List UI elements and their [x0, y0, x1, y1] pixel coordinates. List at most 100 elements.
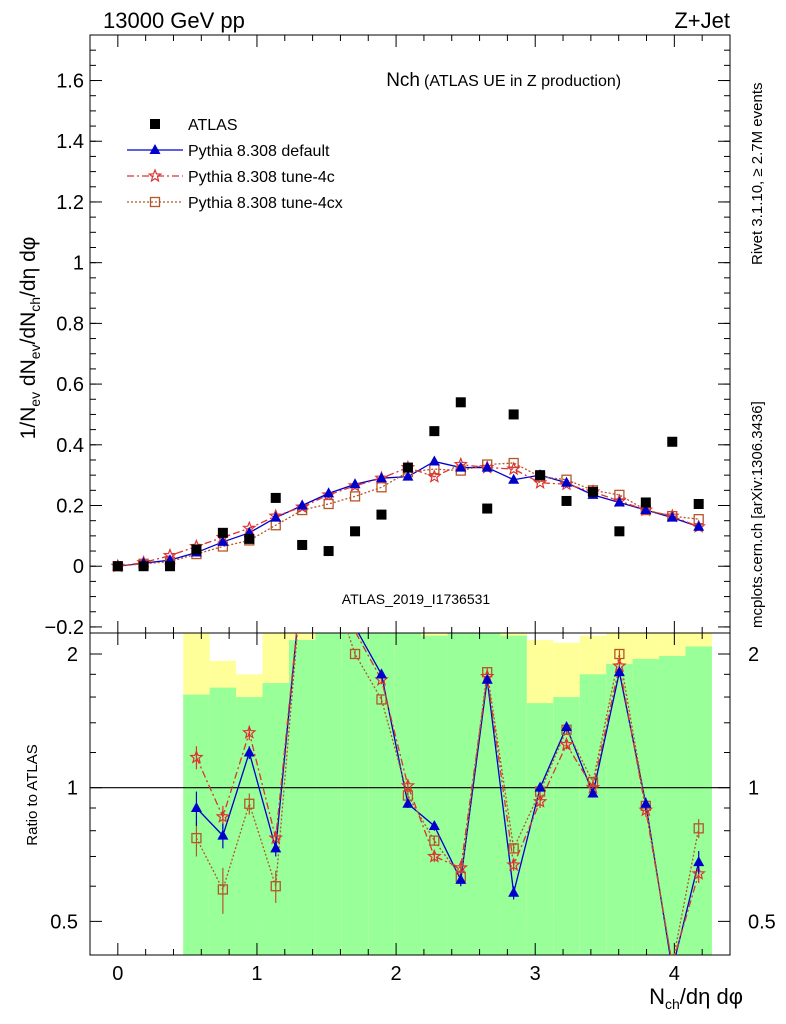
ratio-point-pythia-8-308-tune-4cx [191, 832, 202, 844]
data-point-pythia-8-308-tune-4c [559, 476, 574, 491]
ratio-point-pythia-8-308-tune-4c [691, 866, 706, 880]
y-tick-label: 1.2 [56, 192, 84, 214]
data-point-pythia-8-308-default [349, 478, 361, 489]
data-point-atlas [561, 495, 572, 506]
ratio-point-pythia-8-308-default [402, 797, 414, 808]
ratio-point-pythia-8-308-default [455, 873, 467, 884]
ratio-point-pythia-8-308-default [561, 720, 573, 731]
legend-label-pythia-8-308-tune-4c: Pythia 8.308 tune-4c [188, 169, 335, 186]
chart-title: Nch [386, 70, 420, 91]
rivet-label: Rivet 3.1.10, ≥ 2.7M events [749, 83, 766, 266]
data-point-atlas [587, 486, 598, 497]
data-point-pythia-8-308-default [613, 496, 625, 507]
ratio-point-pythia-8-308-tune-4c [506, 857, 521, 872]
ratio-tick-label: 0.5 [50, 911, 78, 933]
green-band-bin [474, 633, 501, 955]
ratio-tick-label: 1 [67, 778, 78, 800]
data-point-pythia-8-308-default [455, 461, 467, 472]
y-tick-label: 0.6 [56, 374, 84, 396]
ratio-point-pythia-8-308-tune-4cx [693, 823, 704, 834]
ratio-panel-frame: 0.5 0.5 1 1 2 2 0 1 2 3 4 [50, 632, 776, 985]
ratio-point-pythia-8-308-tune-4cx [270, 881, 281, 892]
data-point-pythia-8-308-default [481, 461, 493, 472]
data-point-atlas [376, 509, 387, 520]
ratio-point-pythia-8-308-default [243, 746, 255, 757]
data-point-pythia-8-308-default [217, 535, 229, 546]
data-point-pythia-8-308-tune-4c [321, 487, 336, 502]
data-point-pythia-8-308-default [428, 455, 440, 466]
ratio-point-pythia-8-308-tune-4cx [217, 884, 229, 895]
x-tick-label: 4 [669, 963, 680, 985]
y-tick-label: 0 [73, 556, 84, 578]
data-point-pythia-8-308-tune-4c [294, 499, 310, 514]
green-band-bin [288, 640, 316, 955]
x-tick-label: 2 [391, 963, 402, 985]
x-tick-label: 0 [112, 963, 123, 985]
data-point-atlas [693, 498, 704, 509]
ratio-point-pythia-8-308-tune-4cx [429, 835, 440, 846]
data-point-pythia-8-308-default [375, 472, 387, 483]
ratio-point-pythia-8-308-tune-4c [532, 794, 548, 808]
ratio-tick-label-right: 0.5 [748, 911, 776, 933]
ratio-tick-label-right: 2 [748, 644, 759, 666]
data-point-atlas [640, 497, 651, 508]
x-tick-label: 1 [251, 963, 262, 985]
ratio-y-axis-label: Ratio to ATLAS [24, 744, 41, 845]
data-point-atlas [244, 533, 255, 544]
data-point-atlas [667, 436, 678, 447]
watermark: ATLAS_2019_I1736531 [342, 591, 491, 607]
data-point-atlas [455, 397, 466, 408]
ratio-point-pythia-8-308-tune-4cx [244, 798, 255, 809]
data-point-pythia-8-308-tune-4cx [323, 498, 334, 510]
y-tick-label: 0.8 [56, 313, 84, 335]
data-point-atlas [217, 527, 228, 538]
ratio-point-pythia-8-308-default [217, 829, 229, 840]
ratio-point-pythia-8-308-default [375, 668, 387, 679]
y-tick-label: 0.4 [56, 435, 84, 457]
ratio-point-pythia-8-308-default [270, 842, 282, 853]
data-point-pythia-8-308-default [270, 511, 282, 522]
x-axis-label: Nch/dη dφ [649, 984, 743, 1012]
ratio-point-pythia-8-308-default [428, 819, 440, 830]
green-band-bin [262, 683, 289, 955]
y-tick-label: 1.6 [56, 71, 84, 93]
data-point-atlas [323, 546, 334, 557]
y-tick-label: 0.2 [56, 496, 84, 518]
legend-label-pythia-8-308-tune-4cx: Pythia 8.308 tune-4cx [188, 195, 343, 212]
green-band-bin [447, 633, 474, 955]
main-y-axis-label: 1/Nev dNev/dNch/dη dφ [17, 237, 43, 440]
ratio-point-pythia-8-308-default [587, 787, 599, 798]
green-band-bin [553, 697, 580, 955]
data-point-pythia-8-308-tune-4c [506, 461, 521, 476]
ratio-line-pythia-8-308-tune-4c [195, 633, 700, 955]
panel-border [89, 632, 731, 956]
ratio-point-pythia-8-308-tune-4c [427, 848, 442, 863]
legend: ATLAS Pythia 8.308 default Pythia 8.308 tu… [127, 117, 343, 212]
legend-marker-pythia-8-308-default [149, 144, 161, 154]
y-tick-label: 1 [73, 253, 84, 275]
main-panel-series [110, 397, 706, 573]
ratio-tick-label-right: 1 [748, 778, 759, 800]
ratio-panel-series [189, 633, 706, 955]
data-point-pythia-8-308-default [693, 520, 705, 531]
ratio-point-pythia-8-308-default [508, 886, 520, 897]
ratio-point-pythia-8-308-tune-4c [638, 802, 654, 817]
ratio-uncertainty-bands [183, 633, 712, 955]
y-tick-label: −0.2 [45, 617, 84, 639]
data-point-pythia-8-308-tune-4cx [349, 491, 361, 502]
ratio-point-pythia-8-308-tune-4cx [508, 843, 519, 854]
y-tick-label: 1.4 [56, 131, 84, 153]
ratio-point-pythia-8-308-tune-4c [559, 736, 574, 751]
ratio-point-pythia-8-308-tune-4c [453, 860, 469, 875]
ratio-point-pythia-8-308-tune-4c [189, 749, 204, 764]
green-band-bin [315, 633, 342, 955]
ratio-point-pythia-8-308-tune-4c [400, 778, 416, 792]
data-point-atlas [535, 470, 546, 481]
panel-border [89, 34, 731, 634]
data-point-pythia-8-308-default [508, 473, 520, 484]
data-point-pythia-8-308-tune-4c [532, 475, 548, 489]
ratio-point-pythia-8-308-default [481, 673, 493, 684]
ratio-point-pythia-8-308-default [640, 797, 652, 808]
ratio-point-pythia-8-308-tune-4cx [376, 694, 387, 705]
main-panel-frame: −0.2 0 0.2 0.4 0.6 0.8 1 1.2 1.4 1.6 [45, 34, 731, 639]
